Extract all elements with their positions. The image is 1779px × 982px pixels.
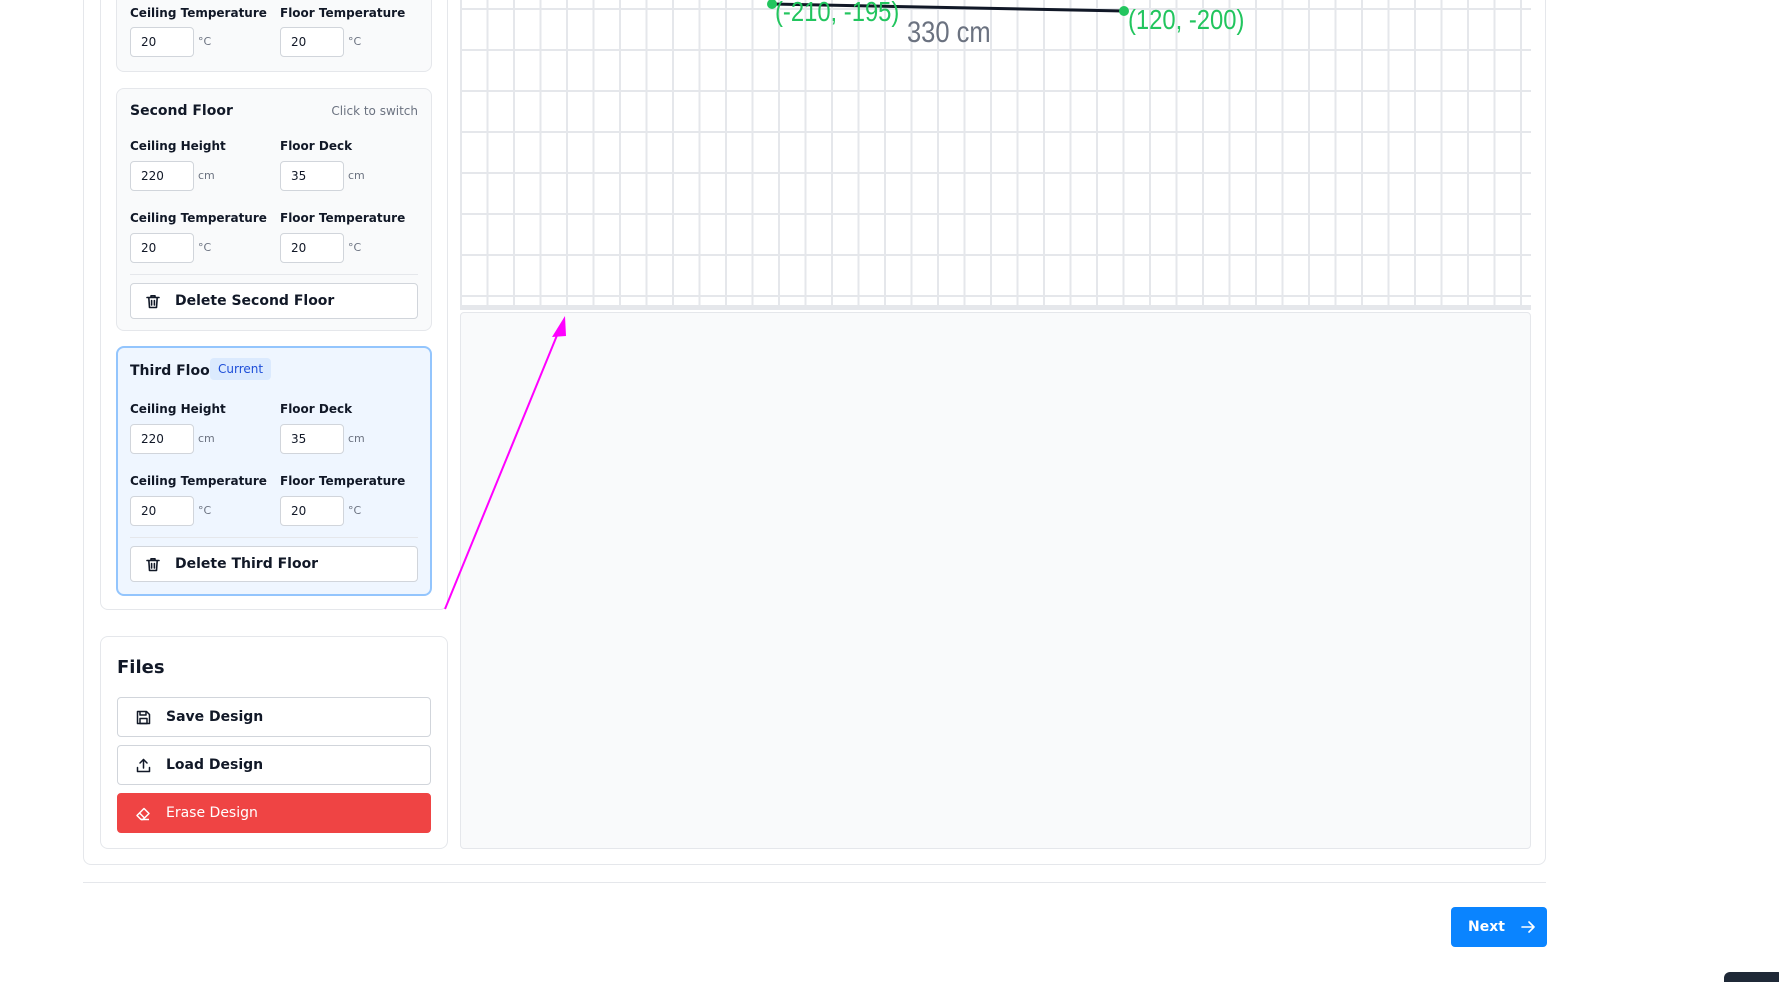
ceiling-temperature-input[interactable] [130, 496, 194, 526]
delete-second-floor-label: Delete Second Floor [175, 293, 335, 309]
floor-deck-input[interactable] [280, 161, 344, 191]
floor-title: Second Floor [130, 103, 233, 119]
save-design-label: Save Design [166, 709, 264, 725]
floor-deck-label: Floor Deck [280, 402, 353, 416]
divider [130, 537, 418, 538]
next-button[interactable]: Next [1451, 907, 1547, 947]
trash-icon [145, 556, 161, 572]
ceiling-height-input[interactable] [130, 424, 194, 454]
load-design-label: Load Design [166, 757, 264, 773]
ceiling-temperature-label: Ceiling Temperature [130, 211, 267, 225]
erase-design-button[interactable]: Erase Design [117, 793, 431, 833]
ceiling-temperature-unit: °C [198, 35, 212, 48]
ceiling-temperature-input[interactable] [130, 27, 194, 57]
ceiling-height-unit: cm [198, 432, 215, 445]
floor-deck-input[interactable] [280, 424, 344, 454]
ceiling-height-input[interactable] [130, 161, 194, 191]
ceiling-height-label: Ceiling Height [130, 139, 226, 153]
ceiling-temperature-input[interactable] [130, 233, 194, 263]
trash-icon [145, 293, 161, 309]
save-icon [134, 708, 152, 726]
arrow-right-icon [1521, 921, 1535, 933]
floor-title: Third Floor [130, 363, 217, 379]
files-title: Files [117, 657, 165, 678]
ceiling-temperature-unit: °C [198, 241, 212, 254]
floor-temperature-unit: °C [348, 35, 362, 48]
divider [130, 274, 418, 275]
eraser-icon [134, 804, 152, 822]
ceiling-height-unit: cm [198, 169, 215, 182]
current-badge: Current [210, 358, 272, 380]
floor-temperature-input[interactable] [280, 496, 344, 526]
floor-card-first[interactable]: Ceiling Temperature Floor Temperature °C… [116, 0, 432, 72]
preview-panel[interactable] [460, 312, 1531, 849]
floor-temperature-unit: °C [348, 504, 362, 517]
floor-temperature-input[interactable] [280, 27, 344, 57]
floor-card-second[interactable]: Second Floor Click to switch Ceiling Hei… [116, 88, 432, 331]
ceiling-temperature-label: Ceiling Temperature [130, 6, 267, 20]
floor-plan-canvas[interactable]: (-210, -195) (120, -200) 330 cm [460, 0, 1531, 306]
wall-length-label: 330 cm [907, 16, 991, 49]
next-label: Next [1468, 919, 1505, 935]
delete-second-floor-button[interactable]: Delete Second Floor [130, 283, 418, 319]
wall-end-coordinate: (120, -200) [1128, 4, 1245, 35]
floor-deck-unit: cm [348, 169, 365, 182]
wall-drawing [767, 0, 1129, 16]
floor-card-third[interactable]: Third Floor Current Ceiling Height Floor… [116, 346, 432, 596]
floor-temperature-label: Floor Temperature [280, 211, 406, 225]
floor-deck-unit: cm [348, 432, 365, 445]
floor-temperature-input[interactable] [280, 233, 344, 263]
floor-temperature-unit: °C [348, 241, 362, 254]
floor-temperature-label: Floor Temperature [280, 474, 406, 488]
delete-third-floor-button[interactable]: Delete Third Floor [130, 546, 418, 582]
wall-start-coordinate: (-210, -195) [775, 0, 900, 27]
canvas-resize-handle[interactable] [460, 305, 1531, 310]
footer-divider [83, 882, 1546, 883]
upload-icon [134, 756, 152, 774]
floor-temperature-label: Floor Temperature [280, 6, 406, 20]
load-design-button[interactable]: Load Design [117, 745, 431, 785]
save-design-button[interactable]: Save Design [117, 697, 431, 737]
erase-design-label: Erase Design [166, 805, 258, 821]
delete-third-floor-label: Delete Third Floor [175, 556, 319, 572]
files-panel: Files Save Design Load Design Erase Desi… [100, 636, 448, 849]
switch-floor-hint[interactable]: Click to switch [331, 104, 418, 118]
corner-tab [1724, 972, 1779, 982]
floor-deck-label: Floor Deck [280, 139, 353, 153]
ceiling-temperature-label: Ceiling Temperature [130, 474, 267, 488]
ceiling-temperature-unit: °C [198, 504, 212, 517]
ceiling-height-label: Ceiling Height [130, 402, 226, 416]
